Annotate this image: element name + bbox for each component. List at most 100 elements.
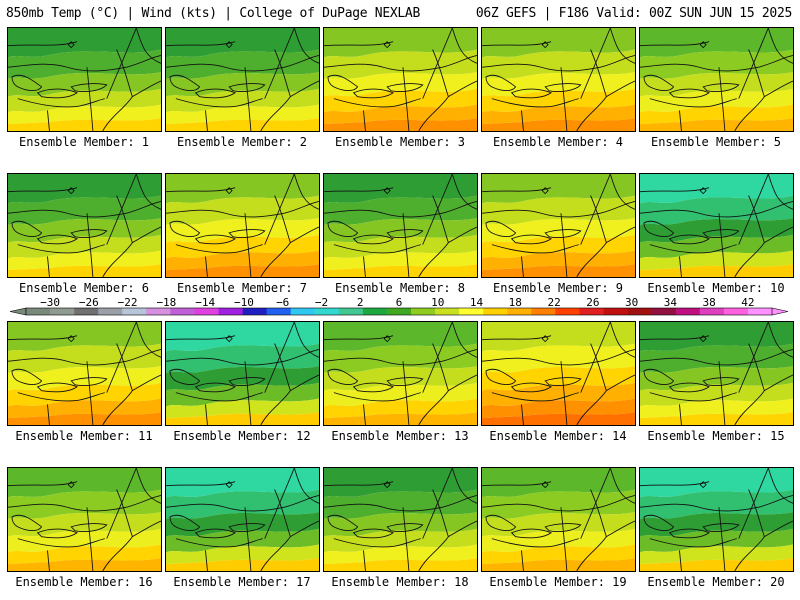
temperature-band xyxy=(324,489,477,520)
map-outline xyxy=(448,80,477,98)
map-outline xyxy=(544,83,582,92)
temperature-band xyxy=(482,322,635,352)
temperature-band xyxy=(8,174,161,204)
temperature-band xyxy=(482,28,635,58)
station-marker-icon xyxy=(383,41,391,49)
temperature-band xyxy=(324,264,477,277)
map-outline xyxy=(8,481,78,487)
map-outline xyxy=(718,67,726,131)
temperature-band xyxy=(166,234,319,259)
map-outline xyxy=(363,110,366,131)
map-outline xyxy=(36,88,78,99)
map-outline xyxy=(290,80,319,98)
map-outline xyxy=(327,220,359,237)
map-outline xyxy=(132,226,161,244)
map-outline xyxy=(386,229,424,238)
map-outline xyxy=(17,538,105,548)
temperature-band xyxy=(482,88,635,113)
map-outline xyxy=(764,226,793,244)
map-outline xyxy=(606,226,635,244)
colorbar-tick-label: −2 xyxy=(315,296,328,309)
colorbar-tick-label: 30 xyxy=(625,296,638,309)
temperature-band xyxy=(482,412,635,425)
map-outline xyxy=(510,234,552,245)
temperature-band xyxy=(8,88,161,113)
map-outline xyxy=(679,550,682,571)
station-marker-icon xyxy=(541,187,549,195)
map-outline xyxy=(11,514,43,531)
map-outline xyxy=(482,55,635,72)
map-outline xyxy=(86,213,94,277)
map-outline xyxy=(402,507,410,571)
colorbar-swatch xyxy=(314,308,340,315)
map-outline xyxy=(448,374,477,392)
ensemble-member-label: Ensemble Member: 2 xyxy=(176,135,308,149)
temperature-band xyxy=(482,382,635,407)
colorbar-swatch xyxy=(435,308,460,315)
map-outline xyxy=(482,335,552,341)
station-marker-icon xyxy=(541,335,549,343)
colorbar-tick-label: −18 xyxy=(156,296,176,309)
map-outline xyxy=(649,98,737,108)
station-marker-icon xyxy=(225,335,233,343)
map-outline xyxy=(649,392,737,402)
map-outline xyxy=(482,201,635,218)
map-outline xyxy=(333,392,421,402)
map-outline xyxy=(764,80,793,98)
ensemble-member-label: Ensemble Member: 18 xyxy=(331,575,469,589)
map-outline xyxy=(70,377,108,386)
map-outline xyxy=(290,520,319,538)
map-outline xyxy=(718,507,726,571)
map-outline xyxy=(205,550,208,571)
temperature-band xyxy=(482,489,635,520)
ensemble-member-map xyxy=(481,321,636,426)
map-outline xyxy=(668,528,710,539)
chart-title: 850mb Temp (°C) | Wind (kts) | College o… xyxy=(6,6,420,21)
temperature-band xyxy=(482,468,635,498)
colorbar-tick-label: −10 xyxy=(234,296,254,309)
temperature-band xyxy=(324,174,477,204)
colorbar-max-arrow xyxy=(771,307,789,316)
map-outline xyxy=(679,110,682,131)
station-marker-icon xyxy=(67,481,75,489)
map-outline xyxy=(106,174,137,245)
map-outline xyxy=(544,523,582,532)
temperature-band xyxy=(324,468,477,498)
map-outline xyxy=(422,468,453,539)
map-outline xyxy=(352,528,394,539)
map-outline xyxy=(451,28,477,64)
temperature-band xyxy=(640,118,793,131)
map-outline xyxy=(194,528,236,539)
map-outline xyxy=(333,98,421,108)
map-outline xyxy=(132,520,161,538)
colorbar-swatch xyxy=(98,308,123,315)
map-outline xyxy=(106,28,137,99)
temperature-band xyxy=(8,49,161,80)
map-outline xyxy=(482,349,635,366)
ensemble-member-label: Ensemble Member: 16 xyxy=(15,575,153,589)
temperature-band xyxy=(640,264,793,277)
map-outline xyxy=(363,404,366,425)
temperature-band xyxy=(166,412,319,425)
ensemble-member-map xyxy=(165,27,320,132)
map-outline xyxy=(448,226,477,244)
map-outline xyxy=(324,481,394,487)
temperature-band xyxy=(8,264,161,277)
map-outline xyxy=(580,322,611,393)
colorbar-swatch xyxy=(122,308,147,315)
colorbar-tick-label: 18 xyxy=(509,296,522,309)
temperature-band xyxy=(324,322,477,352)
ensemble-member-map xyxy=(7,27,162,132)
temperature-band xyxy=(166,382,319,407)
map-outline xyxy=(560,67,568,131)
map-outline xyxy=(640,349,793,366)
ensemble-member-label: Ensemble Member: 15 xyxy=(647,429,785,443)
temperature-band xyxy=(8,489,161,520)
map-outline xyxy=(166,495,319,512)
map-outline xyxy=(767,468,793,504)
map-outline xyxy=(11,220,43,237)
station-marker-icon xyxy=(67,335,75,343)
map-outline xyxy=(175,538,263,548)
ensemble-member-map xyxy=(639,321,794,426)
map-outline xyxy=(764,374,793,392)
